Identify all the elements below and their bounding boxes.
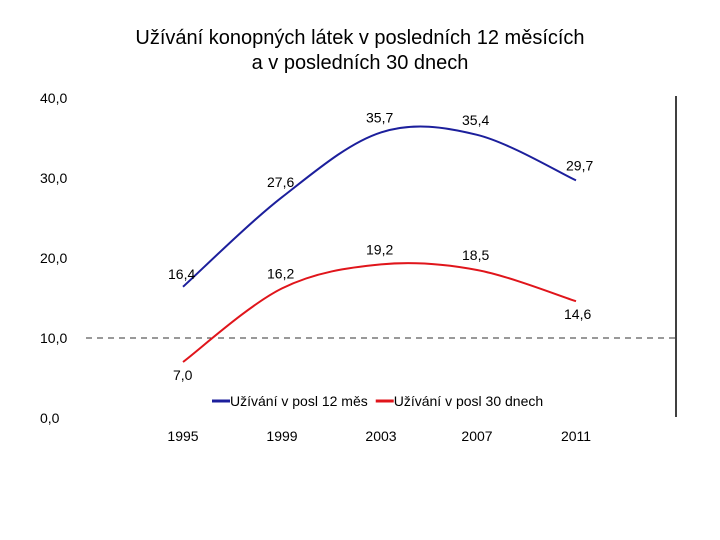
x-tick-label: 2003 — [365, 428, 396, 444]
x-tick-label: 1999 — [266, 428, 297, 444]
data-label: 14,6 — [564, 306, 591, 322]
legend-label-2: Užívání v posl 30 dnech — [394, 393, 543, 409]
data-label: 18,5 — [462, 247, 489, 263]
y-tick-label: 0,0 — [40, 410, 60, 426]
data-labels: 16,4 27,6 35,7 35,4 29,7 7,0 16,2 19,2 18,5 14,6 — [168, 109, 593, 383]
y-tick-label: 20,0 — [40, 250, 67, 266]
x-tick-label: 2007 — [461, 428, 492, 444]
data-label: 35,4 — [462, 112, 489, 128]
y-tick-label: 30,0 — [40, 170, 67, 186]
data-label: 27,6 — [267, 174, 294, 190]
series-line-2 — [182, 262, 577, 363]
x-tick-label: 1995 — [167, 428, 198, 444]
chart-title-line-1: Užívání konopných látek v posledních 12 … — [135, 27, 585, 49]
x-tick-label: 2011 — [561, 428, 591, 444]
legend: Užívání v posl 12 měs Užívání v posl 30 d… — [212, 393, 543, 409]
chart-title-line-2: a v posledních 30 dnech — [251, 52, 469, 74]
series-line-1 — [182, 125, 577, 288]
chart-title: Užívání konopných látek v posledních 12 … — [0, 26, 720, 76]
y-tick-label: 40,0 — [40, 90, 67, 106]
y-tick-label: 10,0 — [40, 330, 67, 346]
y-axis-tick-labels: 40,0 30,0 20,0 10,0 0,0 — [40, 90, 67, 426]
data-label: 29,7 — [566, 157, 593, 173]
data-label: 7,0 — [173, 367, 193, 383]
data-label: 19,2 — [366, 241, 393, 257]
data-label: 16,4 — [168, 266, 195, 282]
x-axis-tick-labels: 1995 1999 2003 2007 2011 — [167, 428, 591, 444]
data-label: 35,7 — [366, 109, 393, 125]
legend-label-1: Užívání v posl 12 měs — [230, 393, 368, 409]
series-lines — [182, 125, 577, 363]
data-label: 16,2 — [267, 265, 294, 281]
